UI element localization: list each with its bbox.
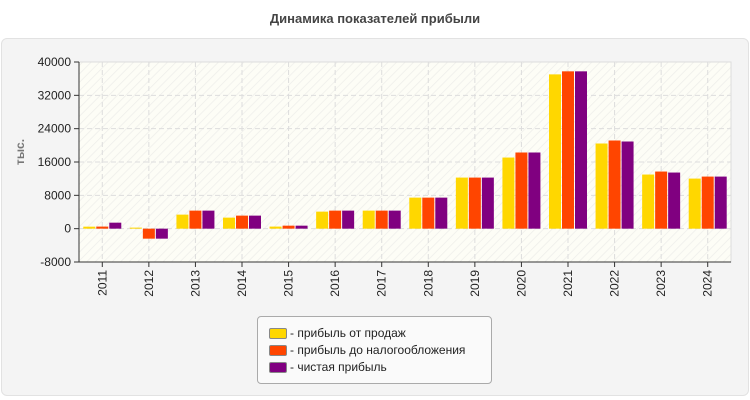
y-tick-label: -8000 <box>40 255 71 269</box>
bar <box>655 171 668 229</box>
bar <box>83 226 96 229</box>
bar <box>129 227 142 229</box>
bar <box>481 177 494 229</box>
y-tick-label: 40000 <box>38 55 72 69</box>
bar <box>295 225 308 229</box>
legend-swatch <box>269 327 287 339</box>
bar <box>575 71 587 229</box>
bar <box>189 210 202 229</box>
y-tick-label: 32000 <box>38 88 72 102</box>
y-tick-label: 0 <box>64 222 71 236</box>
x-tick-label: 2015 <box>282 270 296 297</box>
bar <box>595 143 608 229</box>
x-tick-label: 2023 <box>654 270 668 297</box>
bar <box>528 152 541 229</box>
x-tick-label: 2021 <box>561 270 575 297</box>
x-tick-label: 2017 <box>375 270 389 297</box>
legend-swatch <box>269 344 287 356</box>
y-tick-label: 8000 <box>44 188 71 202</box>
bar <box>621 141 634 229</box>
x-tick-label: 2022 <box>608 270 622 297</box>
bar <box>608 140 621 229</box>
legend-item-pretax-profit: - прибыль до налогообложения <box>269 342 465 358</box>
bar <box>455 177 468 229</box>
bar <box>362 210 375 229</box>
bar <box>176 214 189 229</box>
x-tick-label: 2024 <box>701 270 715 297</box>
legend: - прибыль от продаж - прибыль до налогоо… <box>257 316 492 384</box>
legend-swatch <box>269 361 287 373</box>
legend-item-sales-profit: - прибыль от продаж <box>269 325 406 341</box>
bar <box>468 177 481 229</box>
bar <box>342 210 355 229</box>
legend-item-net-profit: - чистая прибыль <box>269 359 387 375</box>
bar <box>142 228 155 239</box>
bar <box>282 225 295 229</box>
bar <box>388 210 401 229</box>
x-tick-label: 2016 <box>328 270 342 297</box>
x-tick-label: 2018 <box>421 270 435 297</box>
x-tick-label: 2014 <box>235 270 249 297</box>
bar <box>236 215 248 229</box>
bar <box>202 210 215 229</box>
x-tick-label: 2012 <box>142 270 156 297</box>
legend-label: - прибыль от продаж <box>290 326 406 340</box>
bar <box>701 176 714 229</box>
bar <box>515 152 528 229</box>
bar <box>249 215 261 229</box>
x-tick-label: 2011 <box>95 270 109 296</box>
bar <box>668 172 681 229</box>
y-tick-label: 24000 <box>38 122 72 136</box>
y-tick-label: 16000 <box>38 155 72 169</box>
bar <box>269 226 282 229</box>
bar <box>549 74 561 229</box>
bar <box>422 197 435 229</box>
legend-label: - прибыль до налогообложения <box>290 343 466 357</box>
bar <box>642 174 655 229</box>
bar <box>155 228 168 239</box>
chart-title: Динамика показателей прибыли <box>269 11 481 26</box>
bar <box>714 176 727 229</box>
bar <box>502 157 515 229</box>
y-axis-label: тыс. <box>13 139 27 165</box>
legend-label: - чистая прибыль <box>290 360 387 374</box>
bar <box>409 197 422 229</box>
bar <box>96 226 109 229</box>
x-tick-label: 2020 <box>514 270 528 297</box>
bar <box>435 197 448 229</box>
bar <box>562 71 574 229</box>
bar <box>316 211 329 229</box>
bar <box>329 210 342 229</box>
x-tick-label: 2019 <box>468 270 482 297</box>
bar <box>375 210 388 229</box>
bar <box>688 178 701 229</box>
x-tick-label: 2013 <box>188 270 202 297</box>
bar <box>109 222 122 229</box>
bar <box>223 217 235 229</box>
